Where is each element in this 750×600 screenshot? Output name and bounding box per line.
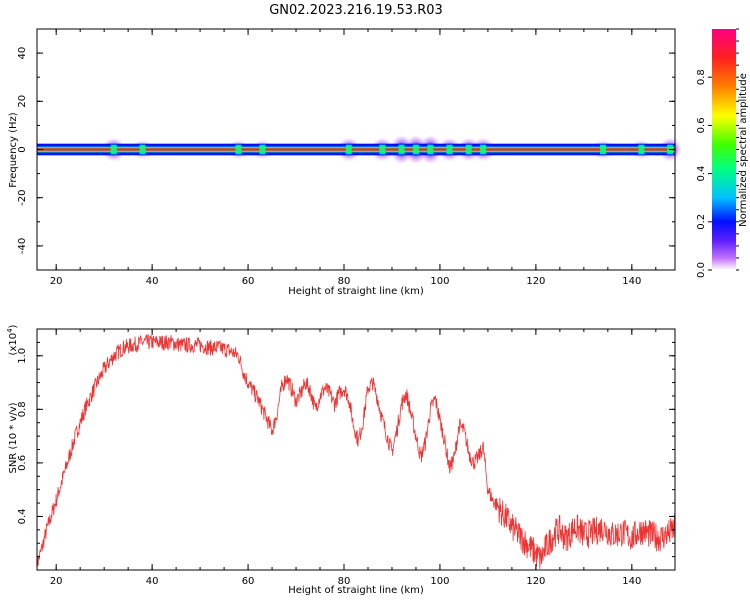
band-highlight (427, 144, 434, 155)
x-tick-label: 140 (622, 276, 641, 287)
band-highlight (412, 144, 419, 155)
x-tick-label: 120 (526, 276, 545, 287)
snr-y-multiplier-exp: 4 (6, 328, 14, 333)
snr-series-line (36, 334, 676, 571)
x-tick-label: 20 (50, 576, 63, 587)
band-highlight (259, 144, 266, 155)
x-tick-label: 40 (146, 276, 159, 287)
x-tick-label: 100 (430, 276, 449, 287)
snr-y-multiplier-close: ) (8, 324, 19, 328)
x-tick-label: 100 (430, 576, 449, 587)
band-highlight (379, 144, 386, 155)
x-tick-label: 60 (242, 576, 255, 587)
band-highlight (600, 144, 607, 155)
spectrogram-y-label: Frequency (Hz) (8, 112, 19, 188)
y-tick-label: -20 (17, 190, 28, 206)
band-highlight (398, 144, 405, 155)
colorbar-gradient (712, 29, 736, 270)
colorbar-tick-label: 0.0 (696, 262, 707, 278)
colorbar-label: Normalized spectral amplitude (738, 73, 749, 227)
y-tick-label: 0.8 (17, 401, 28, 417)
spectrogram-x-label: Height of straight line (km) (288, 286, 424, 297)
colorbar-tick-label: 0.4 (696, 166, 707, 182)
y-tick-label: 0 (17, 146, 28, 152)
band-highlight (345, 144, 352, 155)
spectrogram-x-ticks: 20 40 60 80 100 120 140 (50, 29, 657, 287)
x-tick-label: 80 (338, 276, 351, 287)
band-highlight (235, 144, 242, 155)
band-highlight (446, 144, 453, 155)
x-tick-label: 60 (242, 276, 255, 287)
y-tick-label: 40 (17, 47, 28, 60)
y-tick-label: 0.6 (17, 455, 28, 471)
snr-x-label: Height of straight line (km) (288, 585, 424, 596)
x-tick-label: 80 (338, 576, 351, 587)
x-tick-label: 140 (622, 576, 641, 587)
band-core (37, 148, 675, 151)
snr-y-label: SNR (10 * v/v) (8, 402, 19, 473)
y-tick-label: 0.4 (17, 508, 28, 524)
y-tick-label: 1.0 (17, 348, 28, 364)
snr-line-layer (36, 334, 676, 571)
colorbar-tick-label: 0.2 (696, 214, 707, 230)
snr-panel: 20 40 60 80 100 120 140 1.0 0.8 0.6 0.4 Height of… (6, 324, 676, 596)
y-tick-label: 20 (17, 95, 28, 108)
x-tick-label: 40 (146, 576, 159, 587)
snr-plot-area (37, 329, 675, 570)
spectrogram-y-ticks: 40 20 0 -20 -40 (17, 28, 675, 271)
colorbar: 0.0 0.2 0.4 0.6 0.8 Normalized spectral ampl… (696, 28, 749, 278)
band-highlight (110, 144, 117, 155)
colorbar-tick-label: 0.6 (696, 117, 707, 133)
band-highlight (480, 144, 487, 155)
snr-y-multiplier: (x104) (6, 324, 19, 355)
colorbar-ticks: 0.0 0.2 0.4 0.6 0.8 (696, 28, 739, 278)
x-tick-label: 20 (50, 276, 63, 287)
colorbar-tick-label: 0.8 (696, 69, 707, 85)
snr-x-ticks: 20 40 60 80 100 120 140 (50, 329, 657, 587)
figure-title: GN02.2023.216.19.53.R03 (269, 3, 443, 18)
snr-y-multiplier-base: (x10 (8, 333, 19, 356)
spectrogram-panel: 20 40 60 80 100 120 140 40 20 0 -20 -40 Height of … (8, 28, 680, 297)
band-highlight (638, 144, 645, 155)
band-highlight (465, 144, 472, 155)
y-tick-label: -40 (17, 238, 28, 254)
heatmap-layer (37, 137, 680, 162)
band-highlight (139, 144, 146, 155)
x-tick-label: 120 (526, 576, 545, 587)
snr-y-ticks: 1.0 0.8 0.6 0.4 (17, 328, 675, 571)
